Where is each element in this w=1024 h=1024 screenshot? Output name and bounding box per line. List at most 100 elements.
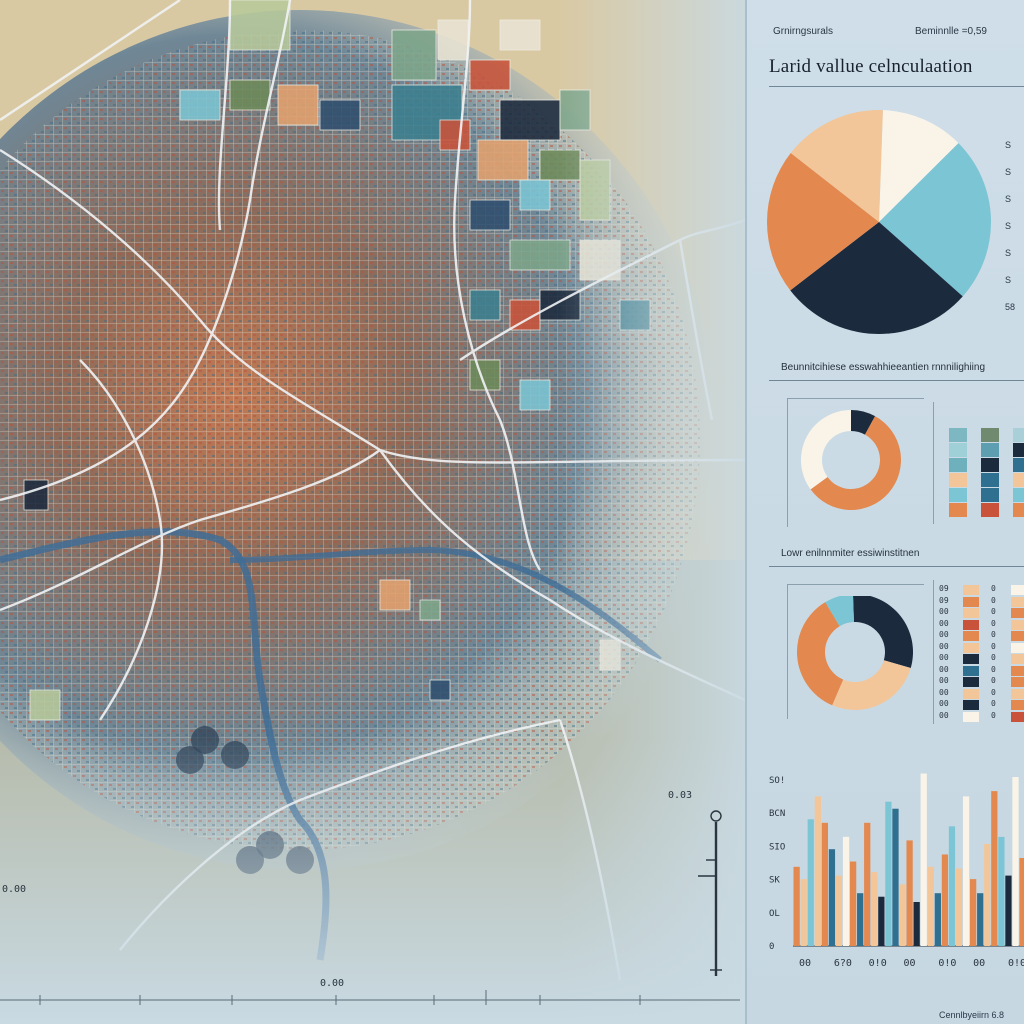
donut2-slice-3[interactable] [825, 596, 854, 627]
bar[interactable] [842, 836, 850, 946]
legend-swatch [963, 654, 979, 664]
legend-swatch [1011, 642, 1024, 653]
color-swatch [981, 503, 999, 517]
bar[interactable] [835, 875, 843, 946]
city-map[interactable]: 0.03 0.00 0.00 [0, 0, 745, 1024]
composition-donut-chart[interactable] [799, 410, 919, 530]
x-tick-label: 0!0 [869, 958, 887, 969]
bar[interactable] [998, 836, 1005, 946]
legend-swatch [963, 608, 979, 618]
legend-code: 09 [939, 595, 949, 605]
color-swatch [1013, 473, 1024, 487]
pie-legend-label: S [1005, 140, 1012, 150]
land-value-pie-chart[interactable] [765, 104, 997, 340]
bar[interactable] [977, 893, 984, 946]
left-label: 0.00 [2, 884, 27, 895]
pie-slice-0[interactable] [879, 110, 959, 222]
low-environment-donut-chart[interactable] [797, 596, 923, 722]
bar[interactable] [955, 868, 963, 946]
legend-swatch [1011, 631, 1024, 641]
y-tick-label: SIO [769, 842, 785, 852]
legend-value: 0 [991, 641, 996, 651]
legend-swatch [963, 642, 979, 653]
donut1-slice-1[interactable] [810, 416, 901, 510]
pie-slice-1[interactable] [879, 143, 991, 297]
legend-code: 00 [939, 641, 949, 651]
legend-code: 00 [939, 699, 949, 708]
color-swatch [981, 458, 999, 472]
pie-slice-4[interactable] [790, 109, 883, 222]
scale-label: 0.03 [668, 790, 693, 801]
legend-swatch [963, 688, 979, 699]
bar[interactable] [892, 808, 899, 946]
bar[interactable] [927, 866, 934, 946]
bar[interactable] [857, 893, 864, 946]
legend-code: 00 [939, 710, 949, 720]
pie-slice-3[interactable] [767, 153, 879, 291]
bar[interactable] [948, 826, 956, 946]
pie-slice-2[interactable] [790, 222, 963, 334]
section2-divider [769, 380, 1024, 381]
donut2-slice-2[interactable] [797, 602, 844, 706]
legend-code: 00 [939, 664, 949, 674]
color-swatch [981, 443, 999, 457]
bar[interactable] [920, 773, 927, 946]
bar[interactable] [934, 893, 941, 946]
x-tick-label: 0!0 [938, 958, 956, 969]
bar[interactable] [807, 819, 814, 946]
color-swatch [981, 473, 999, 487]
color-swatch [1013, 488, 1024, 502]
legend-swatch [1011, 585, 1024, 595]
legend-value: 0 [991, 687, 996, 697]
pie-legend-label: S [1005, 221, 1012, 231]
bar[interactable] [970, 879, 977, 946]
donut2-frame [787, 584, 924, 719]
legend-value: 0 [991, 607, 996, 616]
bar[interactable] [814, 796, 821, 946]
legend-swatch [963, 665, 979, 676]
bar[interactable] [991, 791, 998, 946]
color-swatch [981, 488, 999, 502]
donut1-separator [933, 402, 934, 524]
bar[interactable] [984, 843, 991, 946]
bar[interactable] [962, 796, 970, 946]
donut1-slice-0[interactable] [851, 410, 876, 435]
legend-value: 0 [991, 595, 996, 605]
bar[interactable] [913, 902, 920, 946]
bar[interactable] [885, 801, 892, 946]
bar[interactable] [821, 822, 829, 946]
bar[interactable] [828, 849, 836, 946]
bar[interactable] [849, 861, 857, 946]
bar[interactable] [1012, 777, 1019, 946]
bar[interactable] [1019, 858, 1024, 946]
bar[interactable] [906, 840, 913, 946]
donut1-slice-2[interactable] [801, 410, 851, 490]
legend-code: 00 [939, 607, 949, 616]
compass-icon [698, 810, 722, 976]
section2-label: Beunnitcihiese esswahhieeantien rnnnilig… [781, 362, 986, 373]
y-tick-label: OL [769, 909, 780, 919]
pie-legend-label: S [1005, 275, 1012, 285]
pie-legend-label: 58 [1005, 302, 1016, 312]
legend-code: 00 [939, 687, 949, 697]
color-swatch [949, 488, 967, 502]
bar[interactable] [793, 866, 800, 946]
section3-divider [769, 566, 1024, 567]
bar[interactable] [1005, 875, 1012, 946]
bar[interactable] [899, 884, 906, 946]
bar[interactable] [878, 896, 885, 946]
bar[interactable] [864, 822, 871, 946]
bar[interactable] [871, 872, 878, 946]
y-tick-label: SK [769, 876, 780, 886]
donut2-slice-0[interactable] [853, 596, 913, 668]
legend-swatch [963, 711, 979, 722]
x-tick-label: 00 [904, 958, 916, 969]
legend-swatch [963, 596, 979, 607]
legend-swatch [1011, 688, 1024, 699]
footer-label: Cennlbyeiirn 6.8 [939, 1010, 1005, 1020]
x-tick-label: 00 [973, 958, 985, 969]
donut2-slice-1[interactable] [832, 660, 911, 710]
bar[interactable] [941, 854, 949, 946]
bar[interactable] [800, 879, 807, 946]
